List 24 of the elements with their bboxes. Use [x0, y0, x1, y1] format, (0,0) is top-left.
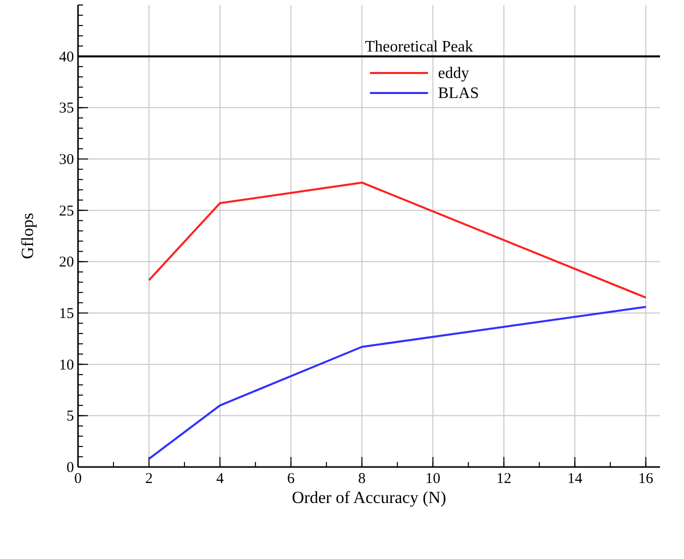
x-tick-label: 12 — [496, 471, 512, 487]
y-tick-label: 15 — [59, 306, 74, 322]
y-tick-label: 20 — [59, 254, 74, 271]
y-tick-label: 0 — [66, 460, 74, 476]
y-tick-label: 35 — [59, 100, 74, 117]
x-tick-label: 10 — [425, 471, 440, 487]
y-tick-label: 25 — [59, 203, 74, 220]
y-tick-label: 30 — [59, 152, 74, 168]
y-axis-title: Gflops — [18, 212, 37, 260]
ref-line-label: Theoretical Peak — [365, 38, 473, 56]
x-tick-label: 8 — [358, 471, 366, 487]
y-tick-label: 10 — [59, 357, 74, 374]
legend-label: eddy — [438, 65, 470, 82]
x-tick-label: 14 — [567, 471, 583, 487]
x-tick-label: 2 — [145, 471, 153, 487]
x-axis-title: Order of Accuracy (N) — [292, 488, 446, 507]
y-tick-label: 40 — [59, 49, 74, 66]
x-tick-label: 4 — [216, 471, 224, 487]
line-series — [148, 306, 647, 460]
y-tick-label: 5 — [66, 408, 74, 425]
x-tick-label: 16 — [638, 471, 654, 487]
x-tick-label: 6 — [287, 471, 296, 487]
line-series — [148, 182, 647, 299]
legend-label: BLAS — [438, 85, 479, 102]
